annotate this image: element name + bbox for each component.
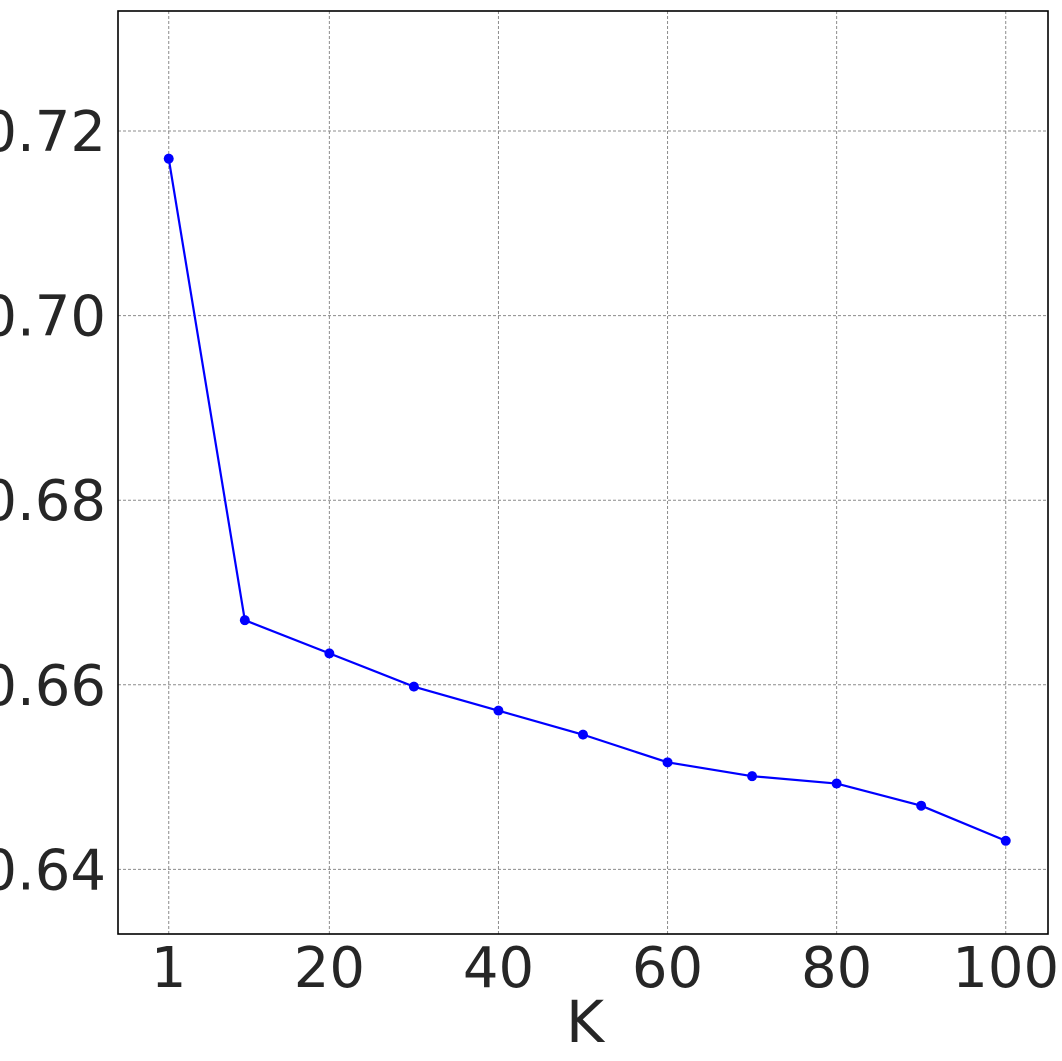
x-tick-label: 20: [294, 936, 365, 1001]
series-layer: [163, 153, 1011, 846]
data-point: [662, 757, 673, 768]
y-tick-label: 0.68: [0, 469, 106, 534]
y-tick-label: 0.72: [0, 100, 106, 165]
x-tick-label: 40: [463, 936, 534, 1001]
x-tick-label: 1: [151, 936, 187, 1001]
y-axis-ticks: 0.64 0.66 0.68 0.70 0.72: [0, 100, 106, 903]
data-point: [578, 729, 588, 740]
data-point: [1000, 835, 1011, 846]
grid: [118, 11, 1048, 934]
data-point: [163, 153, 174, 164]
data-point: [747, 771, 758, 782]
x-axis-title: K: [566, 988, 606, 1056]
x-tick-label: 100: [952, 936, 1059, 1001]
x-axis-ticks: 1 20 40 60 80 100: [151, 936, 1059, 1001]
data-point: [916, 800, 927, 811]
data-point: [324, 648, 335, 659]
x-tick-label: 60: [632, 936, 703, 1001]
data-point: [493, 705, 504, 716]
y-tick-label: 0.66: [0, 654, 106, 719]
y-tick-label: 0.70: [0, 285, 106, 350]
plot-frame: [117, 10, 1049, 935]
x-tick-label: 80: [801, 936, 872, 1001]
data-point: [239, 615, 250, 626]
data-point: [408, 681, 419, 692]
y-tick-label: 0.64: [0, 838, 106, 903]
data-point: [831, 778, 842, 789]
